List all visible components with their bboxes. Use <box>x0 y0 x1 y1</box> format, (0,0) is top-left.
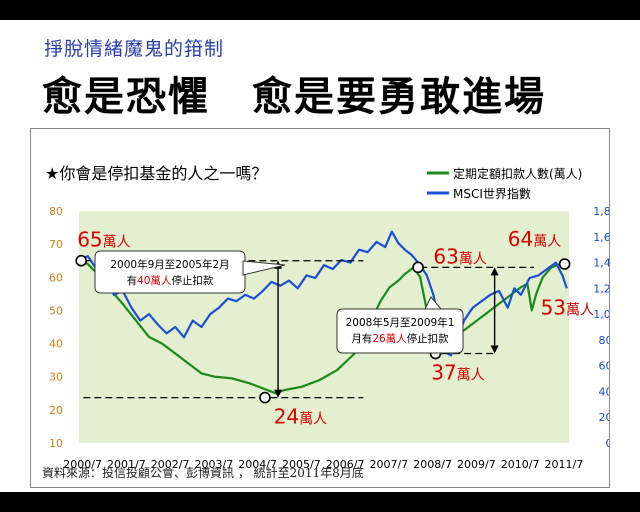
x-tick-label: 2006/7 <box>326 458 365 471</box>
callout-1-tail <box>242 260 286 276</box>
marker-peak-2000 <box>75 254 87 267</box>
legend-label-series-2: MSCI世界指數 <box>453 186 531 201</box>
x-tick-label: 2010/7 <box>501 458 540 471</box>
x-tick-label: 2009/7 <box>457 458 496 471</box>
drop-arrow-1-head-bottom <box>274 389 283 398</box>
x-tick-label: 2000/7 <box>63 458 102 471</box>
x-tick-label: 2011/7 <box>545 458 584 471</box>
callout-2-box <box>336 308 464 354</box>
slide-title: 愈是恐懼 愈是要勇敢進場 <box>42 74 546 120</box>
slide: 掙脫情緒魔鬼的箝制 愈是恐懼 愈是要勇敢進場 10 20 30 40 50 60 70 80 … <box>0 20 640 492</box>
drop-arrow-2-head-bottom <box>490 345 499 354</box>
y-left-tick-label: 40 <box>49 338 63 351</box>
slide-subtitle: 掙脫情緒魔鬼的箝制 <box>44 38 225 60</box>
marker-peak-2008 <box>412 261 424 274</box>
label-64: 64萬人 <box>508 227 561 251</box>
x-tick-label: 2007/7 <box>370 458 409 471</box>
x-tick-label: 2008/7 <box>413 458 452 471</box>
callout-2-line-1: 2008年5月至2009年1 <box>346 316 455 329</box>
label-63: 63萬人 <box>433 244 486 268</box>
y-right-tick-label: 200 <box>599 411 610 424</box>
label-24: 24萬人 <box>274 405 327 429</box>
y-left-tick-label: 80 <box>49 205 63 218</box>
y-left-tick-label: 50 <box>49 304 63 317</box>
callout-1-box <box>94 250 246 294</box>
callout-1-line-1: 2000年9月至2005年2月 <box>110 258 229 271</box>
y-right-tick-label: 400 <box>599 385 610 398</box>
y-left-tick-label: 20 <box>49 404 63 417</box>
marker-trough-2005 <box>259 391 271 404</box>
source-note: 資料來源：投信投顧公會、彭博資訊 ， 統計至2011年8月底 <box>42 466 364 480</box>
y-right-tick-label: 1,400 <box>593 257 609 270</box>
marker-peak-2011 <box>558 258 571 270</box>
plot-background <box>79 211 569 443</box>
x-tick-label: 2001/7 <box>107 458 146 471</box>
label-53: 53萬人 <box>541 295 594 319</box>
y-right-tick-label: 600 <box>599 360 610 373</box>
series-line-2 <box>78 230 568 357</box>
y-left-tick-label: 10 <box>49 437 63 450</box>
y-right-tick-label: 800 <box>599 334 610 347</box>
drop-arrow-2-head-top <box>490 267 499 276</box>
x-tick-label: 2002/7 <box>151 458 190 471</box>
chart-container: 10 20 30 40 50 60 70 80 0 200 400 600 800 1,000 1,200… <box>30 128 625 488</box>
y-right-tick-label: 1,600 <box>593 231 609 244</box>
y-right-tick-label: 1,200 <box>593 282 609 295</box>
chart-svg: 10 20 30 40 50 60 70 80 0 200 400 600 800 1,000 1,200… <box>45 164 625 471</box>
x-tick-label: 2005/7 <box>282 458 321 471</box>
y-left-tick-label: 60 <box>49 271 63 284</box>
label-65: 65萬人 <box>77 228 130 252</box>
x-tick-label: 2004/7 <box>238 458 277 471</box>
y-right-tick-label: 1,800 <box>593 205 609 218</box>
y-right-tick-label: 1,000 <box>593 308 609 321</box>
legend-label-series-1: 定期定額扣款人數(萬人) <box>453 166 582 181</box>
callout-1-line-2: 有40萬人停止扣款 <box>127 274 214 287</box>
y-left-tick-label: 30 <box>49 371 63 384</box>
label-37: 37萬人 <box>431 361 484 385</box>
y-left-tick-label: 70 <box>49 238 63 251</box>
callout-2-tail <box>424 296 443 310</box>
x-tick-label: 2003/7 <box>195 458 234 471</box>
chart-question: ★你會是停扣基金的人之一嗎？ <box>45 164 267 183</box>
callout-2-line-2: 月有26萬人停止扣款 <box>351 332 449 345</box>
y-right-tick-label: 0 <box>606 437 610 450</box>
